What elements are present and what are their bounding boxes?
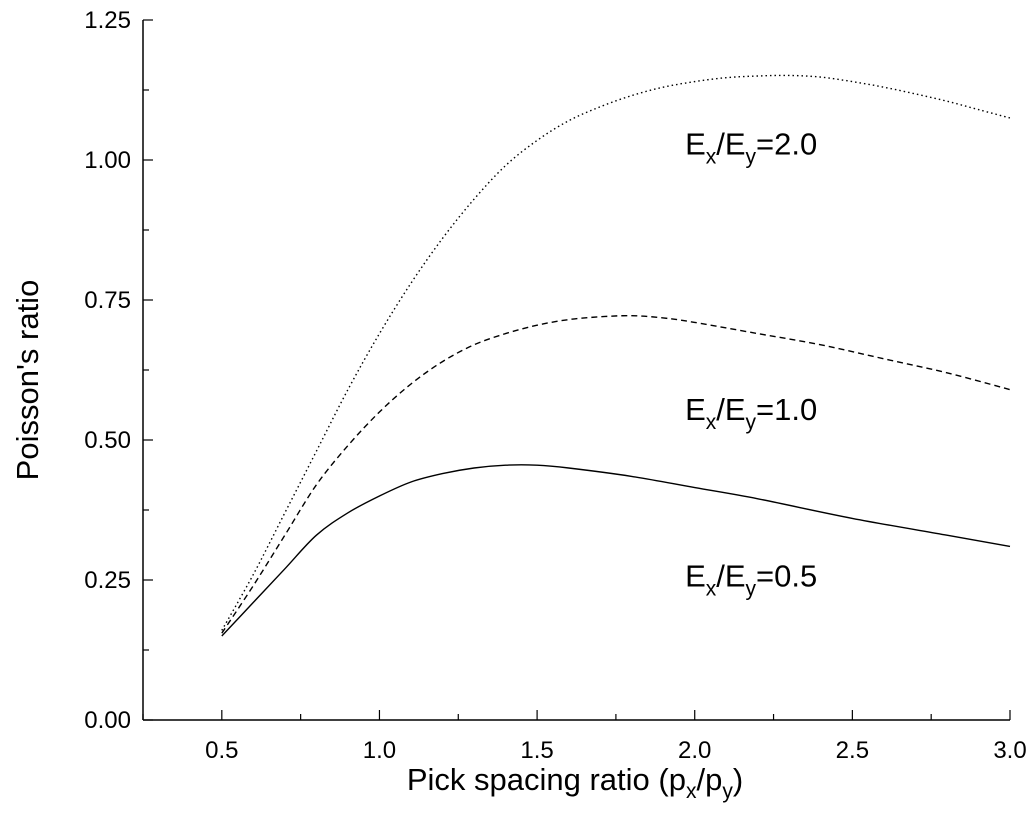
x-tick-label: 2.5: [836, 737, 869, 764]
y-tick-label: 0.50: [84, 427, 131, 454]
x-axis-ticks: 0.5 1.0 1.5 2.0 2.5 3.0: [142, 710, 1027, 764]
x-tick-label: 3.0: [993, 737, 1026, 764]
series-line-dotted: [221, 74, 1011, 631]
x-axis-title: Pick spacing ratio (px/py): [407, 762, 743, 803]
x-tick-label: 1.5: [520, 737, 553, 764]
x-tick-label: 2.0: [678, 737, 711, 764]
x-tick-label: 0.5: [205, 737, 238, 764]
x-tick-label: 1.0: [363, 737, 396, 764]
y-tick-label: 0.00: [84, 707, 131, 734]
y-tick-label: 1.25: [84, 7, 131, 34]
series-labels: Ex/Ey=0.5 Ex/Ey=1.0 Ex/Ey=2.0: [685, 126, 817, 600]
series-line-dashed: [221, 314, 1011, 634]
series-lines: [221, 74, 1011, 637]
series-label: Ex/Ey=1.0: [685, 392, 817, 434]
series-label: Ex/Ey=0.5: [685, 559, 817, 601]
y-axis-ticks: 0.00 0.25 0.50 0.75 1.00 1.25: [84, 7, 153, 734]
series-line-solid: [221, 464, 1011, 637]
y-tick-label: 0.75: [84, 287, 131, 314]
y-tick-label: 1.00: [84, 147, 131, 174]
y-tick-label: 0.25: [84, 567, 131, 594]
y-axis-title: Poisson's ratio: [10, 280, 45, 481]
plot-frame: [142, 20, 1010, 721]
series-label: Ex/Ey=2.0: [685, 126, 817, 168]
